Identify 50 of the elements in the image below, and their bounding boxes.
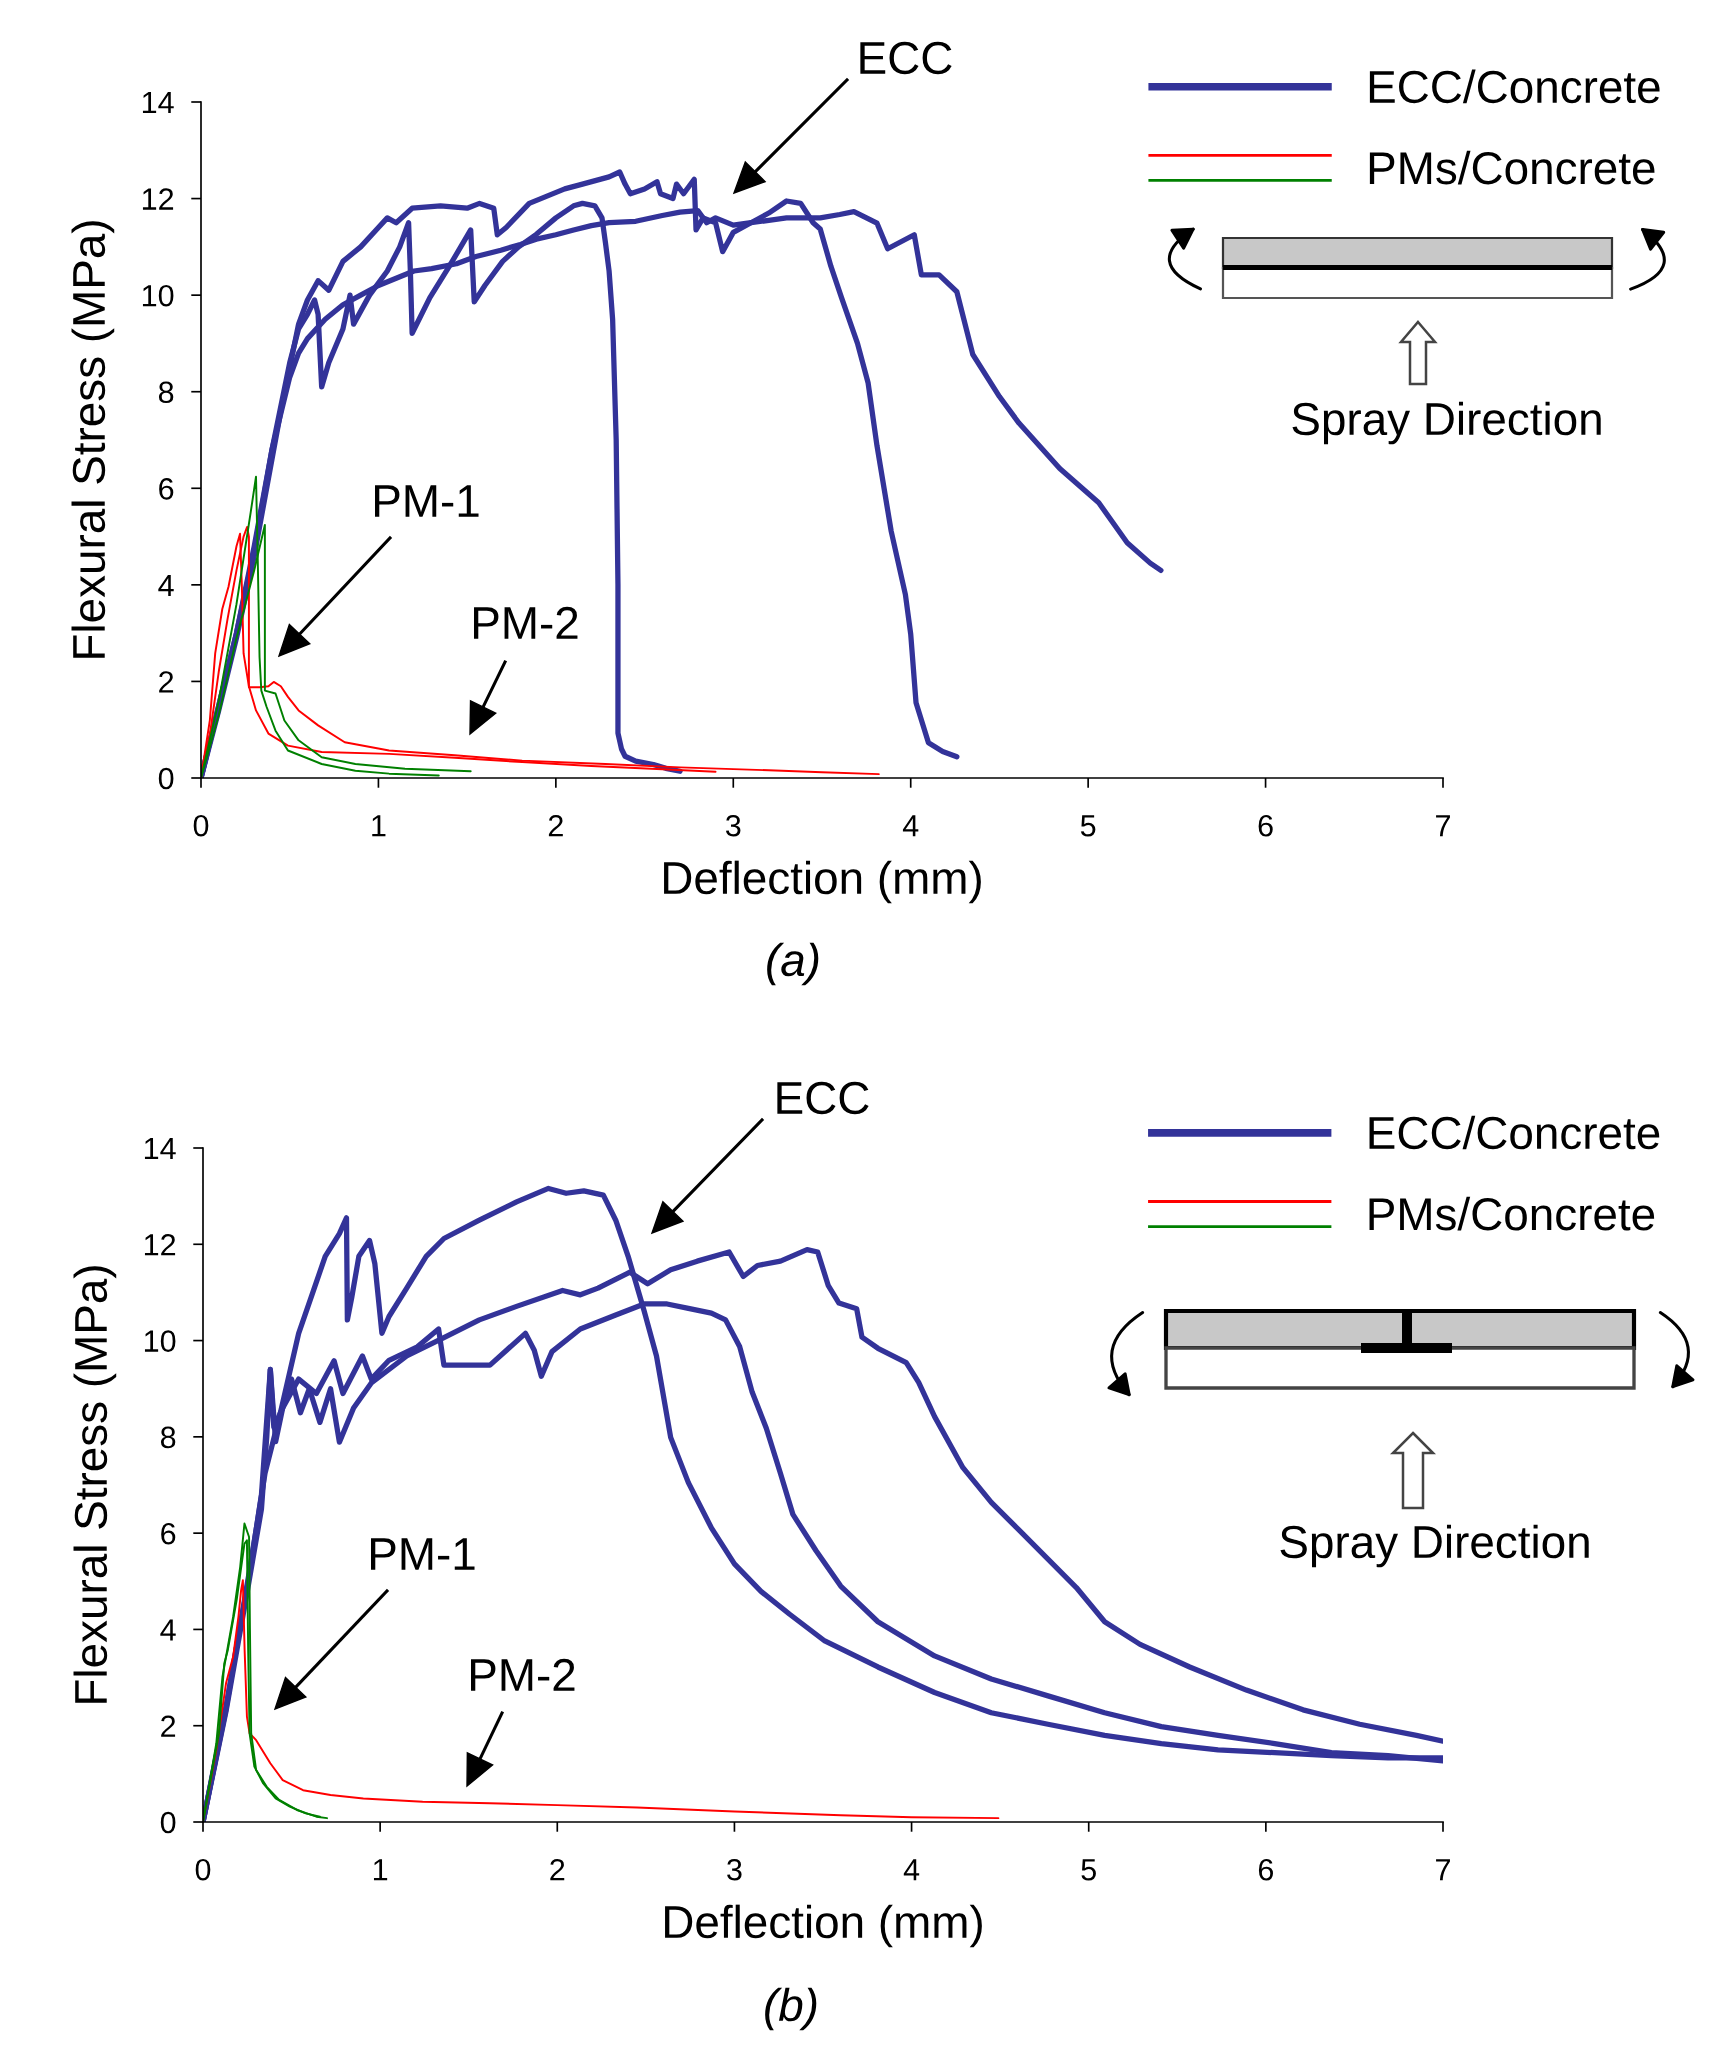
y-tick-label: 0	[160, 1811, 176, 1834]
y-tick-label: 12	[142, 188, 174, 210]
x-tick-label: 4	[903, 1859, 920, 1881]
x-axis-title: Deflection (mm)	[665, 1904, 982, 1948]
y-tick-label: 14	[142, 92, 174, 114]
text: (a)	[767, 942, 819, 986]
x-tick-label: 6	[1258, 1858, 1274, 1881]
x-tick-label: 3	[727, 1858, 742, 1881]
y-axis-title: Flexural Stress (MPa)	[73, 1266, 117, 1703]
text: ECC	[860, 41, 952, 75]
legend-label: ECC/Concrete	[1369, 69, 1660, 104]
y-tick-label: 14	[144, 1138, 176, 1160]
x-tick-label: 7	[1436, 1859, 1450, 1881]
annotation: Spray Direction	[1280, 1524, 1589, 1568]
x-tick-label: 1	[372, 815, 386, 837]
x-tick-label: 7	[1436, 815, 1450, 837]
y-tick-label: 10	[144, 1330, 176, 1352]
x-tick-label: 5	[1081, 1859, 1096, 1881]
y-tick-label: 8	[160, 1426, 176, 1449]
annotation: PM-1	[371, 1538, 475, 1570]
x-tick-label: 1	[373, 1859, 388, 1881]
y-tick-label: 6	[161, 1522, 176, 1545]
y-tick-label: 4	[158, 574, 174, 596]
annotation: Spray Direction	[1292, 401, 1601, 445]
y-tick-label: 2	[159, 671, 174, 693]
x-tick-label: 6	[1258, 814, 1273, 837]
y-axis-title: Flexural Stress (MPa)	[71, 221, 115, 658]
x-tick-label: 2	[550, 1858, 565, 1881]
text: ECC	[777, 1081, 869, 1115]
x-axis-title: Deflection (mm)	[664, 860, 981, 904]
x-tick-label: 4	[902, 815, 919, 837]
y-tick-label: 10	[142, 284, 174, 307]
legend-label: PMs/Concrete	[1369, 1196, 1655, 1231]
y-tick-label: 6	[159, 478, 174, 500]
x-tick-label: 2	[548, 814, 563, 837]
annotation: PM-1	[375, 485, 479, 517]
y-tick-label: 4	[160, 1619, 176, 1641]
text: (b)	[765, 1987, 817, 2031]
y-tick-label: 12	[144, 1234, 176, 1256]
x-tick-label: 0	[193, 814, 209, 837]
x-tick-label: 3	[725, 814, 741, 837]
y-tick-label: 2	[161, 1715, 176, 1737]
annotation: PM-2	[471, 1658, 575, 1691]
y-tick-label: 0	[158, 767, 174, 790]
y-tick-label: 8	[158, 381, 174, 404]
x-tick-label: 0	[195, 1858, 211, 1881]
annotation: PM-2	[474, 606, 578, 639]
legend-label: ECC/Concrete	[1369, 1115, 1660, 1150]
x-tick-label: 5	[1080, 815, 1096, 837]
legend-label: PMs/Concrete	[1369, 150, 1655, 185]
